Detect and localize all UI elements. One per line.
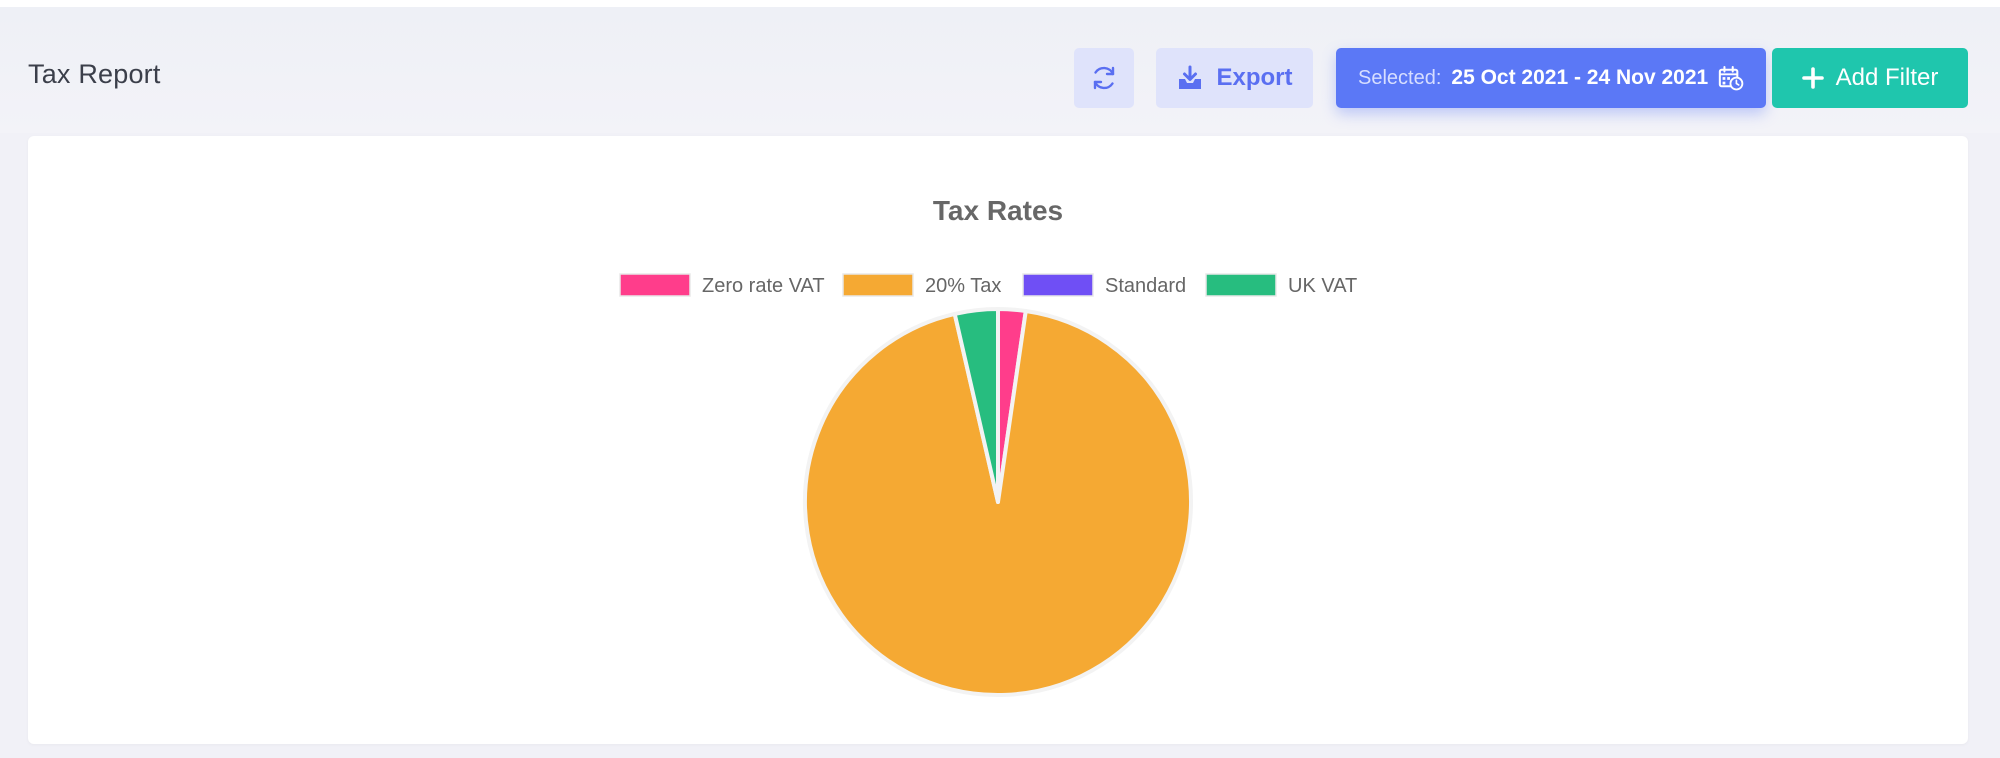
legend-item-20-tax[interactable]: 20% Tax [842,273,1001,297]
bottom-edge [0,752,2000,758]
chart-card: Tax Rates Zero rate VAT 20% Tax Standard UK… [28,136,1968,744]
legend-item-uk-vat[interactable]: UK VAT [1205,273,1357,297]
legend-item-zero-rate-vat[interactable]: Zero rate VAT [619,273,825,297]
legend-label: 20% Tax [925,275,1001,297]
calendar-clock-icon [1719,65,1744,91]
date-range-value: 25 Oct 2021 - 24 Nov 2021 [1451,66,1709,89]
legend-swatch [1205,273,1277,297]
page-header: Tax Report Export Selected: 25 Oct 2021 … [0,7,2000,133]
download-icon [1179,65,1202,89]
chart-title: Tax Rates [933,195,1063,226]
date-range-button[interactable]: Selected: 25 Oct 2021 - 24 Nov 2021 [1336,48,1766,108]
add-filter-label: Add Filter [1835,64,1939,91]
pie-slice-uk-vat[interactable] [952,307,1000,504]
export-label: Export [1216,64,1293,91]
export-button[interactable]: Export [1156,48,1313,108]
tax-rates-pie-chart: Tax Rates Zero rate VAT 20% Tax Standard UK… [619,195,1357,697]
refresh-button[interactable] [1074,48,1134,108]
legend-label: Zero rate VAT [702,275,825,297]
add-filter-button[interactable]: Add Filter [1772,48,1968,108]
date-range-prefix: Selected: [1358,66,1442,89]
pie-slices [803,307,1193,697]
legend-swatch [1022,273,1094,297]
legend-label: Standard [1105,275,1186,297]
chart-legend: Zero rate VAT 20% Tax Standard UK VAT [619,273,1357,297]
top-edge [0,0,2000,7]
legend-item-standard[interactable]: Standard [1022,273,1186,297]
page-title: Tax Report [28,59,161,89]
legend-label: UK VAT [1288,275,1357,297]
legend-swatch [842,273,914,297]
refresh-icon [1093,66,1115,90]
plus-icon [1801,67,1824,89]
legend-swatch [619,273,691,297]
